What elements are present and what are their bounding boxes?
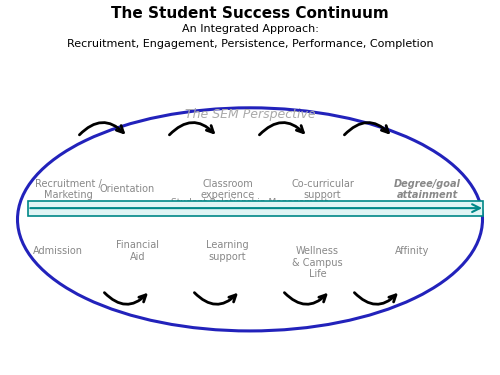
Text: Classroom
experience: Classroom experience xyxy=(200,178,254,200)
Text: The SEM Perspective: The SEM Perspective xyxy=(184,108,316,121)
Text: Learning
support: Learning support xyxy=(206,240,249,262)
Text: Student Relationship Management: Student Relationship Management xyxy=(172,198,328,207)
Text: Wellness
& Campus
Life: Wellness & Campus Life xyxy=(292,246,343,279)
Text: Degree/goal
attainment: Degree/goal attainment xyxy=(394,178,461,200)
Text: Recruitment /
Marketing: Recruitment / Marketing xyxy=(35,178,102,200)
Text: Recruitment, Engagement, Persistence, Performance, Completion: Recruitment, Engagement, Persistence, Pe… xyxy=(66,39,434,50)
FancyBboxPatch shape xyxy=(28,201,482,216)
Text: An Integrated Approach:: An Integrated Approach: xyxy=(182,24,318,34)
Text: Financial
Aid: Financial Aid xyxy=(116,240,159,262)
Text: Admission: Admission xyxy=(32,246,82,256)
Text: Co-curricular
support: Co-curricular support xyxy=(291,178,354,200)
FancyArrowPatch shape xyxy=(30,204,480,212)
Text: Orientation: Orientation xyxy=(100,184,155,194)
Text: The Student Success Continuum: The Student Success Continuum xyxy=(111,6,389,21)
Text: Affinity: Affinity xyxy=(396,246,430,256)
